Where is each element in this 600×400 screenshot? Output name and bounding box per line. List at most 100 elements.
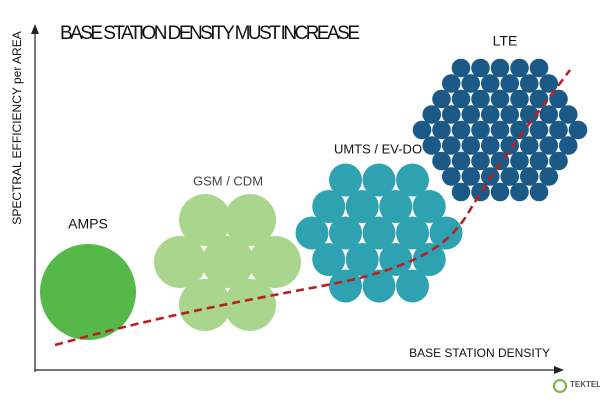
lte-cell <box>461 105 481 124</box>
gsm-cell <box>202 236 254 288</box>
lte-cell <box>441 74 461 93</box>
lte-cell <box>471 151 490 171</box>
lte-cell <box>471 58 490 78</box>
lte-cell <box>490 89 510 109</box>
lte-cell <box>480 74 500 93</box>
lte-cell <box>422 105 442 124</box>
lte-cell <box>500 167 520 186</box>
logo-text: TEKTELIC <box>570 380 600 389</box>
lte-cell <box>490 58 510 78</box>
lte-cell <box>461 136 481 155</box>
umts-cell <box>329 163 362 197</box>
tech-label: LTE <box>493 33 518 49</box>
lte-cell <box>529 151 549 171</box>
lte-cell <box>451 120 471 140</box>
lte-cell <box>549 120 568 140</box>
umts-cell <box>379 243 413 276</box>
lte-cell <box>529 182 549 202</box>
lte-cell <box>519 105 539 124</box>
umts-cell <box>396 269 429 303</box>
gsm-cell <box>179 279 231 331</box>
umts-cell <box>295 216 329 250</box>
lte-cell <box>480 136 500 155</box>
lte-cell <box>510 89 529 109</box>
lte-cell <box>480 105 500 124</box>
y-axis-label: SPECTRAL EFFICIENCY per AREA <box>10 31 24 224</box>
trend-curve <box>54 69 572 347</box>
umts-cell <box>379 190 413 223</box>
tech-label: GSM / CDM <box>193 173 263 188</box>
umts-cell <box>312 190 346 223</box>
lte-cell <box>432 89 451 109</box>
umts-cell <box>345 243 379 276</box>
lte-cell <box>529 89 549 109</box>
logo-icon <box>553 379 567 393</box>
gsm-cell <box>179 194 231 246</box>
lte-cell <box>539 136 559 155</box>
gsm-cell <box>224 279 276 331</box>
lte-cell <box>549 89 568 109</box>
lte-cell <box>441 167 461 186</box>
lte-cell <box>451 89 471 109</box>
lte-cell <box>471 182 490 202</box>
lte-cell <box>461 167 481 186</box>
lte-cell <box>510 120 529 140</box>
x-axis-label: BASE STATION DENSITY <box>409 346 550 360</box>
gsm-cell <box>249 236 301 288</box>
lte-cell <box>539 167 559 186</box>
y-axis-arrow <box>31 24 39 34</box>
lte-cell <box>451 182 471 202</box>
umts-cell <box>329 216 362 250</box>
lte-cell <box>529 120 549 140</box>
tech-label: AMPS <box>68 216 108 232</box>
lte-cell <box>422 136 442 155</box>
lte-cell <box>500 105 520 124</box>
lte-cell <box>412 120 432 140</box>
lte-cell <box>451 151 471 171</box>
lte-cell <box>432 151 451 171</box>
umts-cell <box>362 163 396 197</box>
lte-cell <box>451 58 471 78</box>
umts-cell <box>396 163 429 197</box>
umts-cell <box>412 243 446 276</box>
lte-cell <box>539 105 559 124</box>
lte-cell <box>510 151 529 171</box>
umts-cell <box>362 216 396 250</box>
lte-cell <box>490 120 510 140</box>
gsm-cell <box>224 194 276 246</box>
lte-cell <box>529 58 549 78</box>
lte-cell <box>510 182 529 202</box>
gsm-cell <box>154 236 206 288</box>
x-axis-arrow <box>554 366 564 374</box>
lte-cell <box>519 167 539 186</box>
lte-cell <box>432 120 451 140</box>
amps-cell <box>40 244 136 340</box>
umts-cell <box>412 190 446 223</box>
umts-cell <box>345 190 379 223</box>
lte-cell <box>558 105 578 124</box>
lte-cell <box>510 58 529 78</box>
lte-cell <box>500 136 520 155</box>
lte-cell <box>461 74 481 93</box>
lte-cell <box>568 120 588 140</box>
lte-cell <box>549 151 568 171</box>
lte-cell <box>519 74 539 93</box>
umts-cell <box>362 269 396 303</box>
lte-cell <box>500 74 520 93</box>
umts-cell <box>429 216 463 250</box>
tech-label: UMTS / EV-DO <box>334 141 422 156</box>
lte-cell <box>519 136 539 155</box>
lte-cell <box>441 136 461 155</box>
lte-cell <box>471 89 490 109</box>
title: BASE STATION DENSITY MUST INCREASE <box>60 23 360 44</box>
cells <box>40 58 588 340</box>
lte-cell <box>558 136 578 155</box>
lte-cell <box>471 120 490 140</box>
lte-cell <box>441 105 461 124</box>
lte-cell <box>490 182 510 202</box>
umts-cell <box>396 216 429 250</box>
umts-cell <box>312 243 346 276</box>
lte-cell <box>539 74 559 93</box>
umts-cell <box>329 269 362 303</box>
